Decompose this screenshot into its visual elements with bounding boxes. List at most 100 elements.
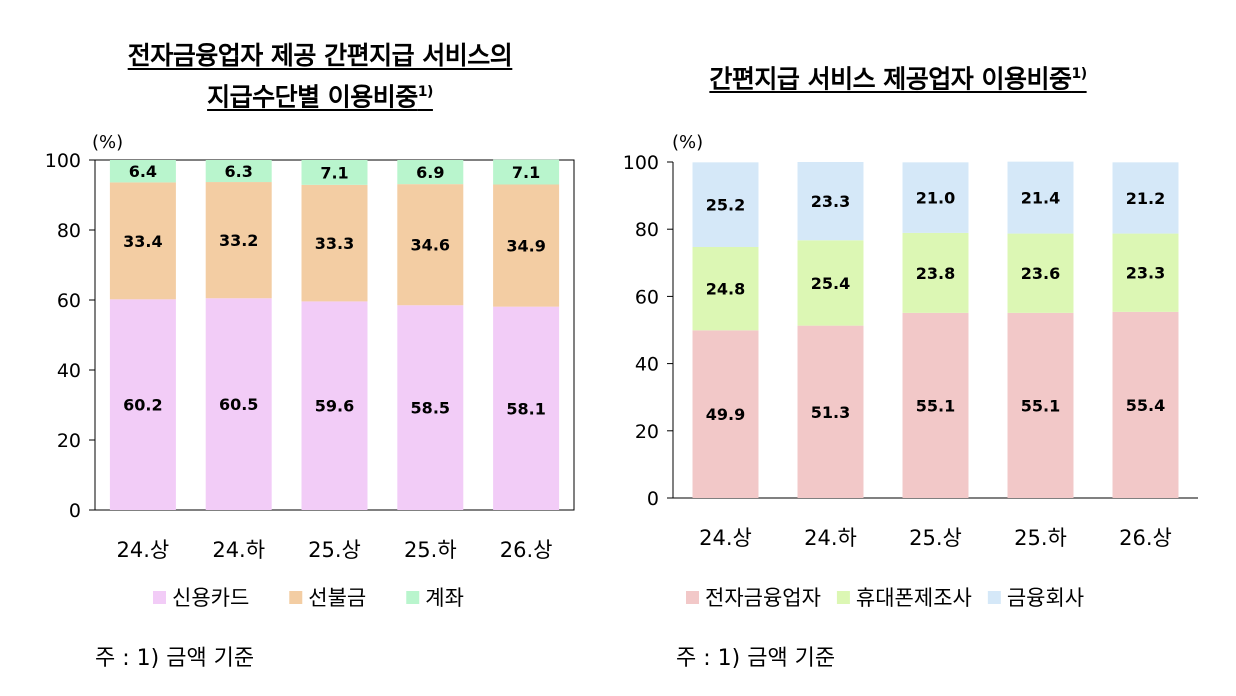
y-tick-label: 40 <box>635 354 659 376</box>
x-tick-label: 25.하 <box>404 538 457 562</box>
y-tick-label: 0 <box>647 488 659 510</box>
legend-label: 금융회사 <box>1007 586 1084 610</box>
x-tick-label: 25.상 <box>308 538 361 562</box>
data-label: 33.4 <box>123 232 162 251</box>
data-label: 59.6 <box>315 397 354 416</box>
bar-segment <box>797 162 864 241</box>
data-label: 23.8 <box>916 264 955 283</box>
bar-segment <box>1007 312 1074 498</box>
data-label: 6.3 <box>225 162 253 181</box>
data-label: 34.6 <box>411 236 450 255</box>
y-tick-label: 20 <box>635 421 659 443</box>
bar-segment <box>109 299 176 510</box>
bar-segment <box>205 160 272 183</box>
bar-segment <box>397 305 464 510</box>
data-label: 33.2 <box>219 231 258 250</box>
x-tick-label: 26.상 <box>500 538 553 562</box>
y-tick-label: 20 <box>57 430 81 452</box>
right-footnote: 주 : 1) 금액 기준 <box>676 646 836 671</box>
data-label: 25.4 <box>811 274 850 293</box>
legend-label: 전자금융업자 <box>705 586 821 610</box>
data-label: 21.0 <box>916 189 955 208</box>
data-label: 34.9 <box>506 237 545 256</box>
data-label: 55.4 <box>1126 396 1165 415</box>
data-label: 58.5 <box>411 399 450 418</box>
y-axis-unit: (%) <box>672 132 703 153</box>
legend-swatch <box>289 591 303 604</box>
left-title-footnote-mark: 1) <box>417 84 434 100</box>
x-tick-label: 24.상 <box>117 538 170 562</box>
y-tick-label: 40 <box>57 360 81 382</box>
bar-segment <box>1112 233 1179 312</box>
data-label: 23.3 <box>1126 264 1165 283</box>
data-label: 55.1 <box>916 396 955 415</box>
y-tick-label: 80 <box>57 220 81 242</box>
right-chart-panel: 간편지급 서비스 제공업자 이용비중1) 0 20 40 60 80 100 (%) 49.9… <box>618 0 1236 696</box>
bar-segment <box>1112 162 1179 234</box>
bar-segment <box>1112 311 1179 498</box>
x-tick-label: 24.하 <box>804 526 857 550</box>
data-label: 6.4 <box>129 162 157 181</box>
data-label: 6.9 <box>416 163 444 182</box>
legend-swatch <box>406 591 420 604</box>
bar-segment <box>692 162 759 248</box>
y-axis-unit: (%) <box>92 132 123 153</box>
bar-segment <box>902 232 969 313</box>
x-tick-label: 24.상 <box>699 526 752 550</box>
data-label: 25.2 <box>706 196 745 215</box>
data-label: 21.2 <box>1126 189 1165 208</box>
bar-segment <box>205 182 272 299</box>
bar-segment <box>692 330 759 498</box>
legend-label: 휴대폰제조사 <box>856 586 972 610</box>
data-label: 23.6 <box>1021 264 1060 283</box>
left-chart-panel: 전자금융업자 제공 간편지급 서비스의 지급수단별 이용비중1) 0 20 40 60… <box>40 38 600 671</box>
bar-segment <box>109 160 176 183</box>
left-title-line2: 지급수단별 이용비중 <box>207 82 418 112</box>
data-label: 23.3 <box>811 192 850 211</box>
y-tick-label: 100 <box>45 150 81 172</box>
y-tick-label: 0 <box>69 500 81 522</box>
left-footnote: 주 : 1) 금액 기준 <box>95 646 255 671</box>
data-label: 24.8 <box>706 280 745 299</box>
y-tick-label: 100 <box>623 152 659 174</box>
data-label: 21.4 <box>1021 189 1060 208</box>
y-tick-label: 60 <box>57 290 81 312</box>
right-title-text: 간편지급 서비스 제공업자 이용비중 <box>709 64 1072 94</box>
data-label: 49.9 <box>706 405 745 424</box>
bar-segment <box>797 325 864 498</box>
legend-swatch <box>153 591 166 604</box>
bar-segment <box>902 162 969 233</box>
bar-segment <box>301 184 368 302</box>
legend-swatch <box>686 591 699 604</box>
x-tick-label: 25.하 <box>1014 526 1067 550</box>
bar-segment <box>205 298 272 510</box>
bar-segment <box>397 160 464 185</box>
data-label: 51.3 <box>811 403 850 422</box>
legend-label: 선불금 <box>308 586 366 610</box>
right-chart-title: 간편지급 서비스 제공업자 이용비중1) <box>618 56 1178 97</box>
left-title-line1: 전자금융업자 제공 간편지급 서비스의 <box>127 41 513 70</box>
bar-segment <box>301 160 368 185</box>
y-tick-label: 60 <box>635 286 659 308</box>
data-label: 7.1 <box>512 163 540 182</box>
bar-segment <box>1007 233 1074 313</box>
data-label: 7.1 <box>320 163 348 182</box>
right-stacked-bar-chart: 0 20 40 60 80 100 (%) 49.9 24.8 25.2 24.상 51.3 25.4 2… <box>623 132 1198 610</box>
data-label: 58.1 <box>506 399 545 418</box>
bar-segment <box>493 184 560 307</box>
x-tick-label: 26.상 <box>1119 526 1172 550</box>
bar-segment <box>797 240 864 326</box>
legend-label: 신용카드 <box>172 586 249 610</box>
legend-swatch <box>836 591 850 604</box>
bar-segment <box>397 184 464 306</box>
bar-segment <box>301 301 368 510</box>
right-title-footnote-mark: 1) <box>1071 66 1087 82</box>
legend-label: 계좌 <box>425 586 464 610</box>
left-stacked-bar-chart: 0 20 40 60 80 100 (%) 60.2 33.4 6.4 24.상 60.5 33.2 6.… <box>45 132 575 610</box>
bar-segment <box>493 306 560 510</box>
left-chart-title: 전자금융업자 제공 간편지급 서비스의 지급수단별 이용비중1) <box>40 38 600 115</box>
bar-segment <box>109 182 176 300</box>
y-tick-label: 80 <box>635 219 659 241</box>
bar-segment <box>493 159 560 185</box>
bar-segment <box>692 247 759 331</box>
